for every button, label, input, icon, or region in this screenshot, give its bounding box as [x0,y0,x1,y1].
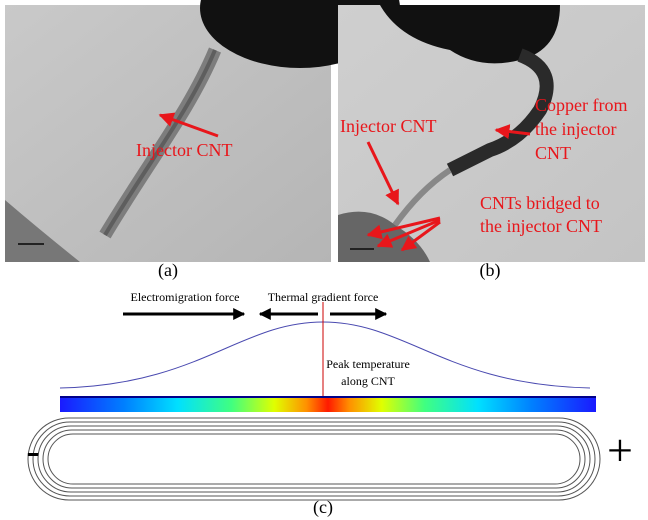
cnt-shells [28,418,600,500]
pole-minus: - [26,428,39,473]
annotation: CNTs bridged to [480,193,600,213]
color-bar [60,397,596,412]
peak-label: along CNT [341,374,395,388]
annotation: the injector CNT [480,216,602,236]
pole-plus: + [607,425,633,476]
annotation: Injector CNT [136,140,232,160]
annotation: Copper from [535,95,627,115]
force-label: Thermal gradient force [268,290,379,304]
temperature-curve [60,322,590,388]
page: {"panel_a": {"label": "(a)", "annotation… [0,0,648,520]
panel-label: (a) [158,260,178,281]
panel-label: (c) [313,497,333,518]
annotation: CNT [535,143,571,163]
annotation: Injector CNT [340,116,436,136]
panel-label: (b) [480,260,501,281]
peak-label: Peak temperature [326,357,410,371]
force-label: Electromigration force [131,290,240,304]
figure: Injector CNT (a) Injector CNT Copper fro… [0,0,648,520]
annotation: the injector [535,119,616,139]
